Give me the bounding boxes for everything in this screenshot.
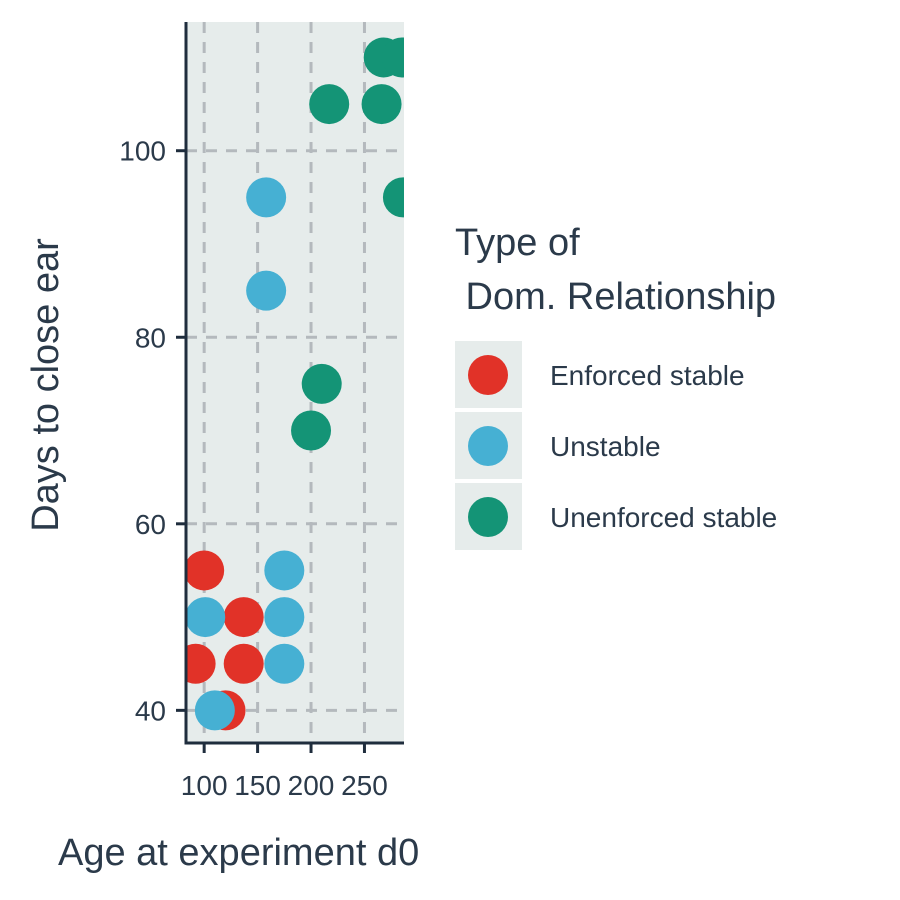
point-unstable-4 bbox=[264, 550, 305, 591]
legend-key-dot bbox=[468, 497, 508, 537]
x-tick-label-0: 100 bbox=[181, 770, 228, 801]
point-unenforced-stable-3 bbox=[361, 84, 402, 125]
legend-key-dot bbox=[468, 355, 508, 395]
legend-item-unenforced-stable: Unenforced stable bbox=[455, 483, 777, 550]
point-unenforced-stable-4 bbox=[382, 177, 404, 218]
legend: Type of Dom. Relationship Enforced stabl… bbox=[455, 222, 777, 550]
point-enforced-stable-1 bbox=[186, 643, 216, 684]
legend-item-unstable: Unstable bbox=[455, 412, 661, 479]
point-unstable-1 bbox=[194, 690, 235, 731]
point-enforced-stable-0 bbox=[186, 550, 225, 591]
point-unstable-3 bbox=[246, 270, 287, 311]
plot-panel-background bbox=[186, 22, 404, 743]
y-tick-label-0: 40 bbox=[135, 695, 166, 726]
point-unenforced-stable-1 bbox=[381, 37, 404, 78]
y-tick-label-2: 80 bbox=[135, 322, 166, 353]
point-unstable-6 bbox=[264, 643, 305, 684]
y-axis-title: Days to close ear bbox=[25, 238, 67, 532]
point-unenforced-stable-2 bbox=[309, 84, 350, 125]
point-unstable-2 bbox=[246, 177, 287, 218]
legend-item-enforced-stable: Enforced stable bbox=[455, 341, 745, 408]
y-tick-label-3: 100 bbox=[119, 136, 166, 167]
legend-key-dot bbox=[468, 426, 508, 466]
data-points bbox=[186, 37, 404, 731]
legend-title-line-1: Type of bbox=[455, 222, 580, 264]
y-tick-label-1: 60 bbox=[135, 509, 166, 540]
point-unenforced-stable-5 bbox=[301, 363, 342, 404]
x-tick-label-3: 250 bbox=[341, 770, 388, 801]
point-unenforced-stable-6 bbox=[291, 410, 332, 451]
x-tick-label-1: 150 bbox=[234, 770, 281, 801]
legend-title-line-2: Dom. Relationship bbox=[455, 276, 776, 318]
x-axis-title: Age at experiment d0 bbox=[58, 832, 419, 874]
point-enforced-stable-2 bbox=[223, 597, 264, 638]
legend-label: Unenforced stable bbox=[550, 502, 777, 533]
x-tick-label-2: 200 bbox=[288, 770, 335, 801]
legend-label: Unstable bbox=[550, 431, 661, 462]
point-enforced-stable-3 bbox=[223, 643, 264, 684]
point-unstable-0 bbox=[186, 597, 226, 638]
point-unstable-5 bbox=[264, 597, 305, 638]
legend-label: Enforced stable bbox=[550, 360, 745, 391]
